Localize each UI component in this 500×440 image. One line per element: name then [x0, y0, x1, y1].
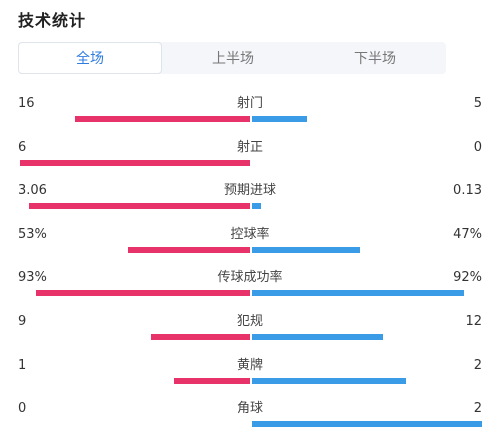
away-bar — [252, 203, 261, 210]
home-bar — [20, 159, 250, 166]
stat-home-value: 6 — [18, 139, 27, 155]
away-bar — [252, 290, 464, 297]
stat-label: 黄牌 — [236, 357, 263, 373]
stat-home-value: 0 — [18, 401, 27, 417]
stat-label: 射门 — [236, 96, 263, 111]
stat-row: 9 犯规 12 — [0, 314, 500, 344]
stat-home-value: 1 — [18, 357, 27, 373]
stat-row: 0 角球 2 — [0, 401, 500, 431]
stat-row: 3.06 预期进球 0.13 — [0, 183, 500, 213]
away-bar — [252, 421, 482, 428]
stat-label: 射正 — [236, 139, 263, 155]
stat-home-value: 93% — [18, 270, 47, 286]
stat-away-value: 5 — [473, 96, 482, 111]
stat-row: 16 射门 5 — [0, 96, 500, 126]
stat-row: 53% 控球率 47% — [0, 227, 500, 257]
stat-away-value: 0 — [473, 139, 482, 155]
stat-away-value: 92% — [453, 270, 482, 286]
home-bar — [128, 246, 250, 253]
period-tabs: 全场 上半场 下半场 — [18, 42, 446, 74]
tab-second-half[interactable]: 下半场 — [354, 51, 396, 67]
away-bar — [252, 377, 406, 384]
stat-row: 6 射正 0 — [0, 140, 500, 170]
tab-full-match[interactable]: 全场 — [18, 42, 162, 74]
away-bar — [252, 116, 307, 122]
tab-first-half[interactable]: 上半场 — [212, 51, 254, 67]
stat-label: 预期进球 — [223, 183, 276, 199]
stat-row: 1 黄牌 2 — [0, 358, 500, 388]
stat-label: 犯规 — [236, 314, 263, 329]
stat-home-value: 3.06 — [18, 183, 47, 199]
stat-away-value: 2 — [473, 357, 482, 373]
stat-home-value: 53% — [18, 226, 47, 242]
stat-row: 93% 传球成功率 92% — [0, 270, 500, 300]
home-bar — [174, 377, 250, 384]
stat-label: 角球 — [236, 401, 263, 417]
home-bar — [75, 116, 250, 122]
stat-away-value: 0.13 — [453, 183, 482, 199]
away-bar — [252, 246, 360, 253]
stat-label: 传球成功率 — [217, 270, 283, 286]
stat-away-value: 2 — [473, 401, 482, 417]
page-title: 技术统计 — [18, 11, 87, 30]
away-bar — [252, 334, 383, 340]
stat-away-value: 12 — [465, 314, 482, 329]
stat-home-value: 9 — [18, 314, 27, 329]
home-bar — [151, 334, 250, 340]
stat-label: 控球率 — [230, 226, 270, 242]
stat-away-value: 47% — [453, 226, 482, 242]
home-bar — [29, 203, 250, 210]
stat-home-value: 16 — [18, 96, 35, 111]
home-bar — [36, 290, 250, 297]
